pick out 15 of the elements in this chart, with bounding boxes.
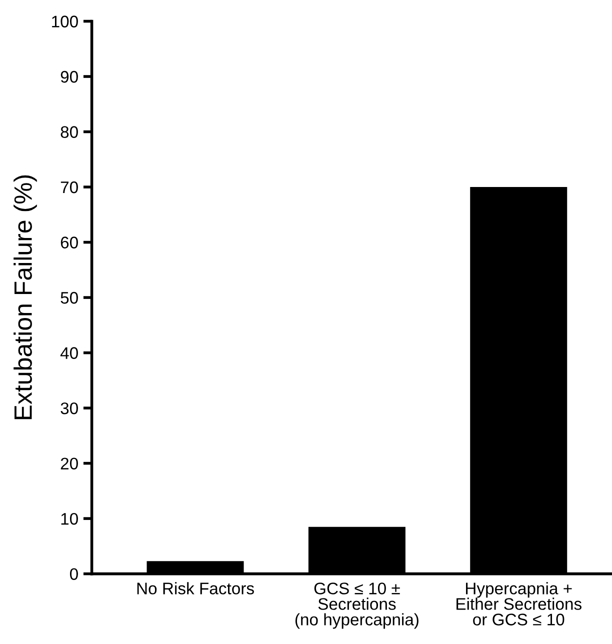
x-tick-label: GCS ≤ 10 ± Secretions (no hypercapnia) <box>295 582 418 629</box>
y-tick-label: 20 <box>60 458 78 470</box>
y-tick-label: 0 <box>70 568 78 580</box>
y-tick-label: 50 <box>60 292 78 304</box>
y-tick-label: 60 <box>60 236 78 248</box>
y-tick-label: 90 <box>60 70 78 83</box>
y-tick-label: 80 <box>60 126 78 138</box>
y-tick-label: 40 <box>60 347 78 359</box>
y-tick-label: 70 <box>60 181 78 194</box>
y-tick-label: 30 <box>60 402 78 414</box>
x-tick-label: Hypercapnia + Either Secretions or GCS ≤ 10 <box>456 582 582 626</box>
x-tick-label: No Risk Factors <box>137 582 254 594</box>
y-axis-title: Extubation Failure (%) <box>14 175 37 420</box>
y-tick-label: 10 <box>61 512 78 525</box>
y-tick-label: 100 <box>52 16 78 28</box>
